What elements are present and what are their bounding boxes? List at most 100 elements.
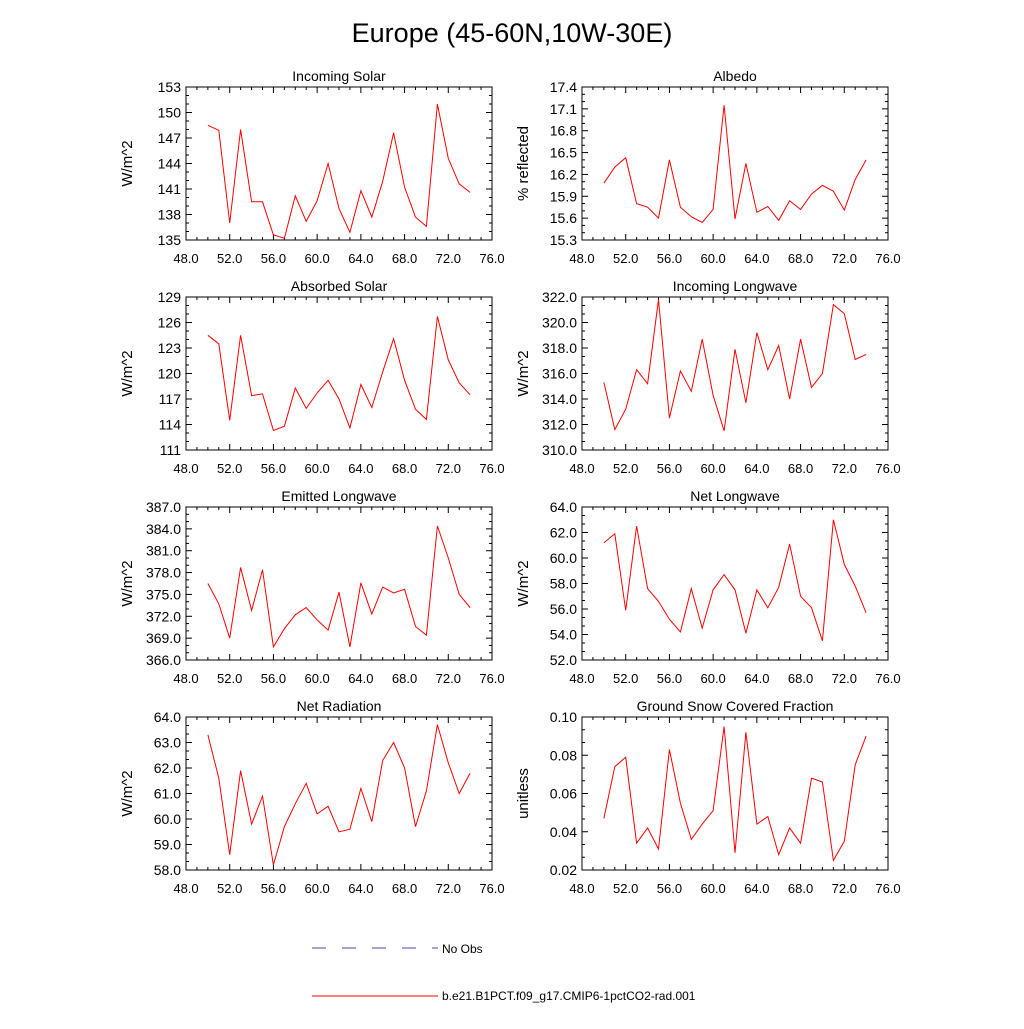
y-tick-label: 61.0 [154, 786, 181, 802]
x-tick-label: 52.0 [613, 671, 638, 686]
series-line [603, 299, 867, 432]
x-tick-label: 68.0 [788, 881, 813, 896]
x-tick-label: 60.0 [304, 881, 329, 896]
x-tick-label: 72.0 [436, 881, 461, 896]
x-tick-label: 60.0 [700, 671, 725, 686]
x-tick-label: 52.0 [217, 251, 242, 266]
panel-3: Absorbed Solar W/m^2 48.0 52.0 56.0 60.0 64.0 6… [119, 278, 505, 476]
panel-7: Net Radiation W/m^2 48.0 52.0 56.0 60.0 64.0 68… [119, 698, 505, 896]
x-tick-label: 76.0 [479, 881, 504, 896]
y-tick-label: 60.0 [154, 811, 181, 827]
y-tick-label: 62.0 [550, 525, 577, 541]
y-tick-label: 144 [158, 156, 182, 172]
x-tick-label: 56.0 [657, 671, 682, 686]
y-tick-label: 135 [158, 232, 182, 248]
x-tick-label: 56.0 [261, 881, 286, 896]
plot-frame [581, 506, 889, 661]
x-tick-label: 48.0 [569, 461, 594, 476]
y-tick-label: 126 [158, 315, 182, 331]
panel-title: Net Longwave [690, 488, 780, 504]
x-tick-label: 68.0 [392, 671, 417, 686]
x-tick-label: 64.0 [744, 251, 769, 266]
x-tick-label: 76.0 [479, 671, 504, 686]
figure-title: Europe (45-60N,10W-30E) [352, 18, 673, 48]
y-tick-label: 52.0 [550, 652, 577, 668]
y-tick-label: 17.4 [550, 79, 577, 95]
x-tick-label: 72.0 [436, 251, 461, 266]
x-tick-label: 68.0 [788, 461, 813, 476]
x-tick-label: 72.0 [832, 671, 857, 686]
x-tick-label: 64.0 [744, 461, 769, 476]
x-tick-label: 56.0 [261, 461, 286, 476]
y-tick-label: 58.0 [154, 862, 181, 878]
series-line [603, 726, 867, 862]
y-tick-label: 384.0 [146, 521, 181, 537]
panel-8: Ground Snow Covered Fraction unitless 48.0… [515, 698, 901, 896]
plot-frame [185, 506, 493, 661]
x-tick-label: 72.0 [436, 461, 461, 476]
y-tick-label: 58.0 [550, 576, 577, 592]
y-tick-label: 129 [158, 289, 182, 305]
y-tick-label: 15.3 [550, 232, 577, 248]
y-tick-label: 316.0 [542, 366, 577, 382]
y-tick-label: 318.0 [542, 340, 577, 356]
x-tick-label: 60.0 [304, 671, 329, 686]
y-axis-label: W/m^2 [119, 770, 136, 816]
x-tick-label: 64.0 [744, 881, 769, 896]
panel-title: Albedo [713, 68, 757, 84]
y-tick-label: 63.0 [154, 735, 181, 751]
legend-label-no-obs: No Obs [442, 942, 483, 956]
y-tick-label: 366.0 [146, 652, 181, 668]
x-tick-label: 76.0 [875, 251, 900, 266]
y-tick-label: 378.0 [146, 565, 181, 581]
y-tick-label: 381.0 [146, 543, 181, 559]
panel-4: Incoming Longwave W/m^2 48.0 52.0 56.0 60.0 64… [515, 278, 901, 476]
x-tick-label: 68.0 [392, 461, 417, 476]
x-tick-label: 64.0 [348, 881, 373, 896]
x-tick-label: 56.0 [657, 881, 682, 896]
x-tick-label: 60.0 [700, 251, 725, 266]
y-tick-label: 114 [159, 417, 182, 433]
x-tick-label: 52.0 [613, 251, 638, 266]
y-tick-label: 111 [160, 442, 181, 458]
x-tick-label: 52.0 [217, 461, 242, 476]
panel-1: Incoming Solar W/m^2 48.0 52.0 56.0 60.0 64.0 6… [119, 68, 505, 266]
x-tick-label: 64.0 [348, 671, 373, 686]
y-tick-label: 59.0 [154, 837, 181, 853]
y-tick-label: 120 [158, 366, 182, 382]
x-tick-label: 60.0 [700, 881, 725, 896]
x-tick-label: 68.0 [392, 881, 417, 896]
panel-title: Incoming Solar [292, 68, 386, 84]
x-tick-label: 48.0 [173, 461, 198, 476]
y-tick-label: 147 [158, 130, 182, 146]
y-axis-label: unitless [515, 768, 532, 819]
y-tick-label: 312.0 [542, 417, 577, 433]
x-tick-label: 72.0 [832, 461, 857, 476]
y-tick-label: 0.04 [550, 824, 577, 840]
plot-frame [185, 716, 493, 871]
y-tick-label: 56.0 [550, 601, 577, 617]
plot-frame [581, 296, 889, 451]
x-tick-label: 76.0 [875, 881, 900, 896]
x-tick-label: 52.0 [613, 461, 638, 476]
y-tick-label: 54.0 [550, 627, 577, 643]
y-tick-label: 372.0 [146, 608, 181, 624]
y-tick-label: 15.9 [550, 188, 577, 204]
y-axis-label: % reflected [515, 126, 532, 201]
x-tick-label: 48.0 [173, 671, 198, 686]
y-tick-label: 64.0 [154, 709, 181, 725]
x-tick-label: 68.0 [392, 251, 417, 266]
x-tick-label: 52.0 [217, 881, 242, 896]
x-tick-label: 68.0 [788, 671, 813, 686]
series-line [207, 103, 471, 239]
x-tick-label: 76.0 [875, 461, 900, 476]
y-tick-label: 320.0 [542, 315, 577, 331]
y-tick-label: 16.2 [550, 166, 577, 182]
y-axis-label: W/m^2 [515, 560, 532, 606]
x-tick-label: 72.0 [832, 881, 857, 896]
y-tick-label: 16.5 [550, 145, 577, 161]
x-tick-label: 60.0 [304, 251, 329, 266]
y-tick-label: 0.10 [550, 709, 577, 725]
